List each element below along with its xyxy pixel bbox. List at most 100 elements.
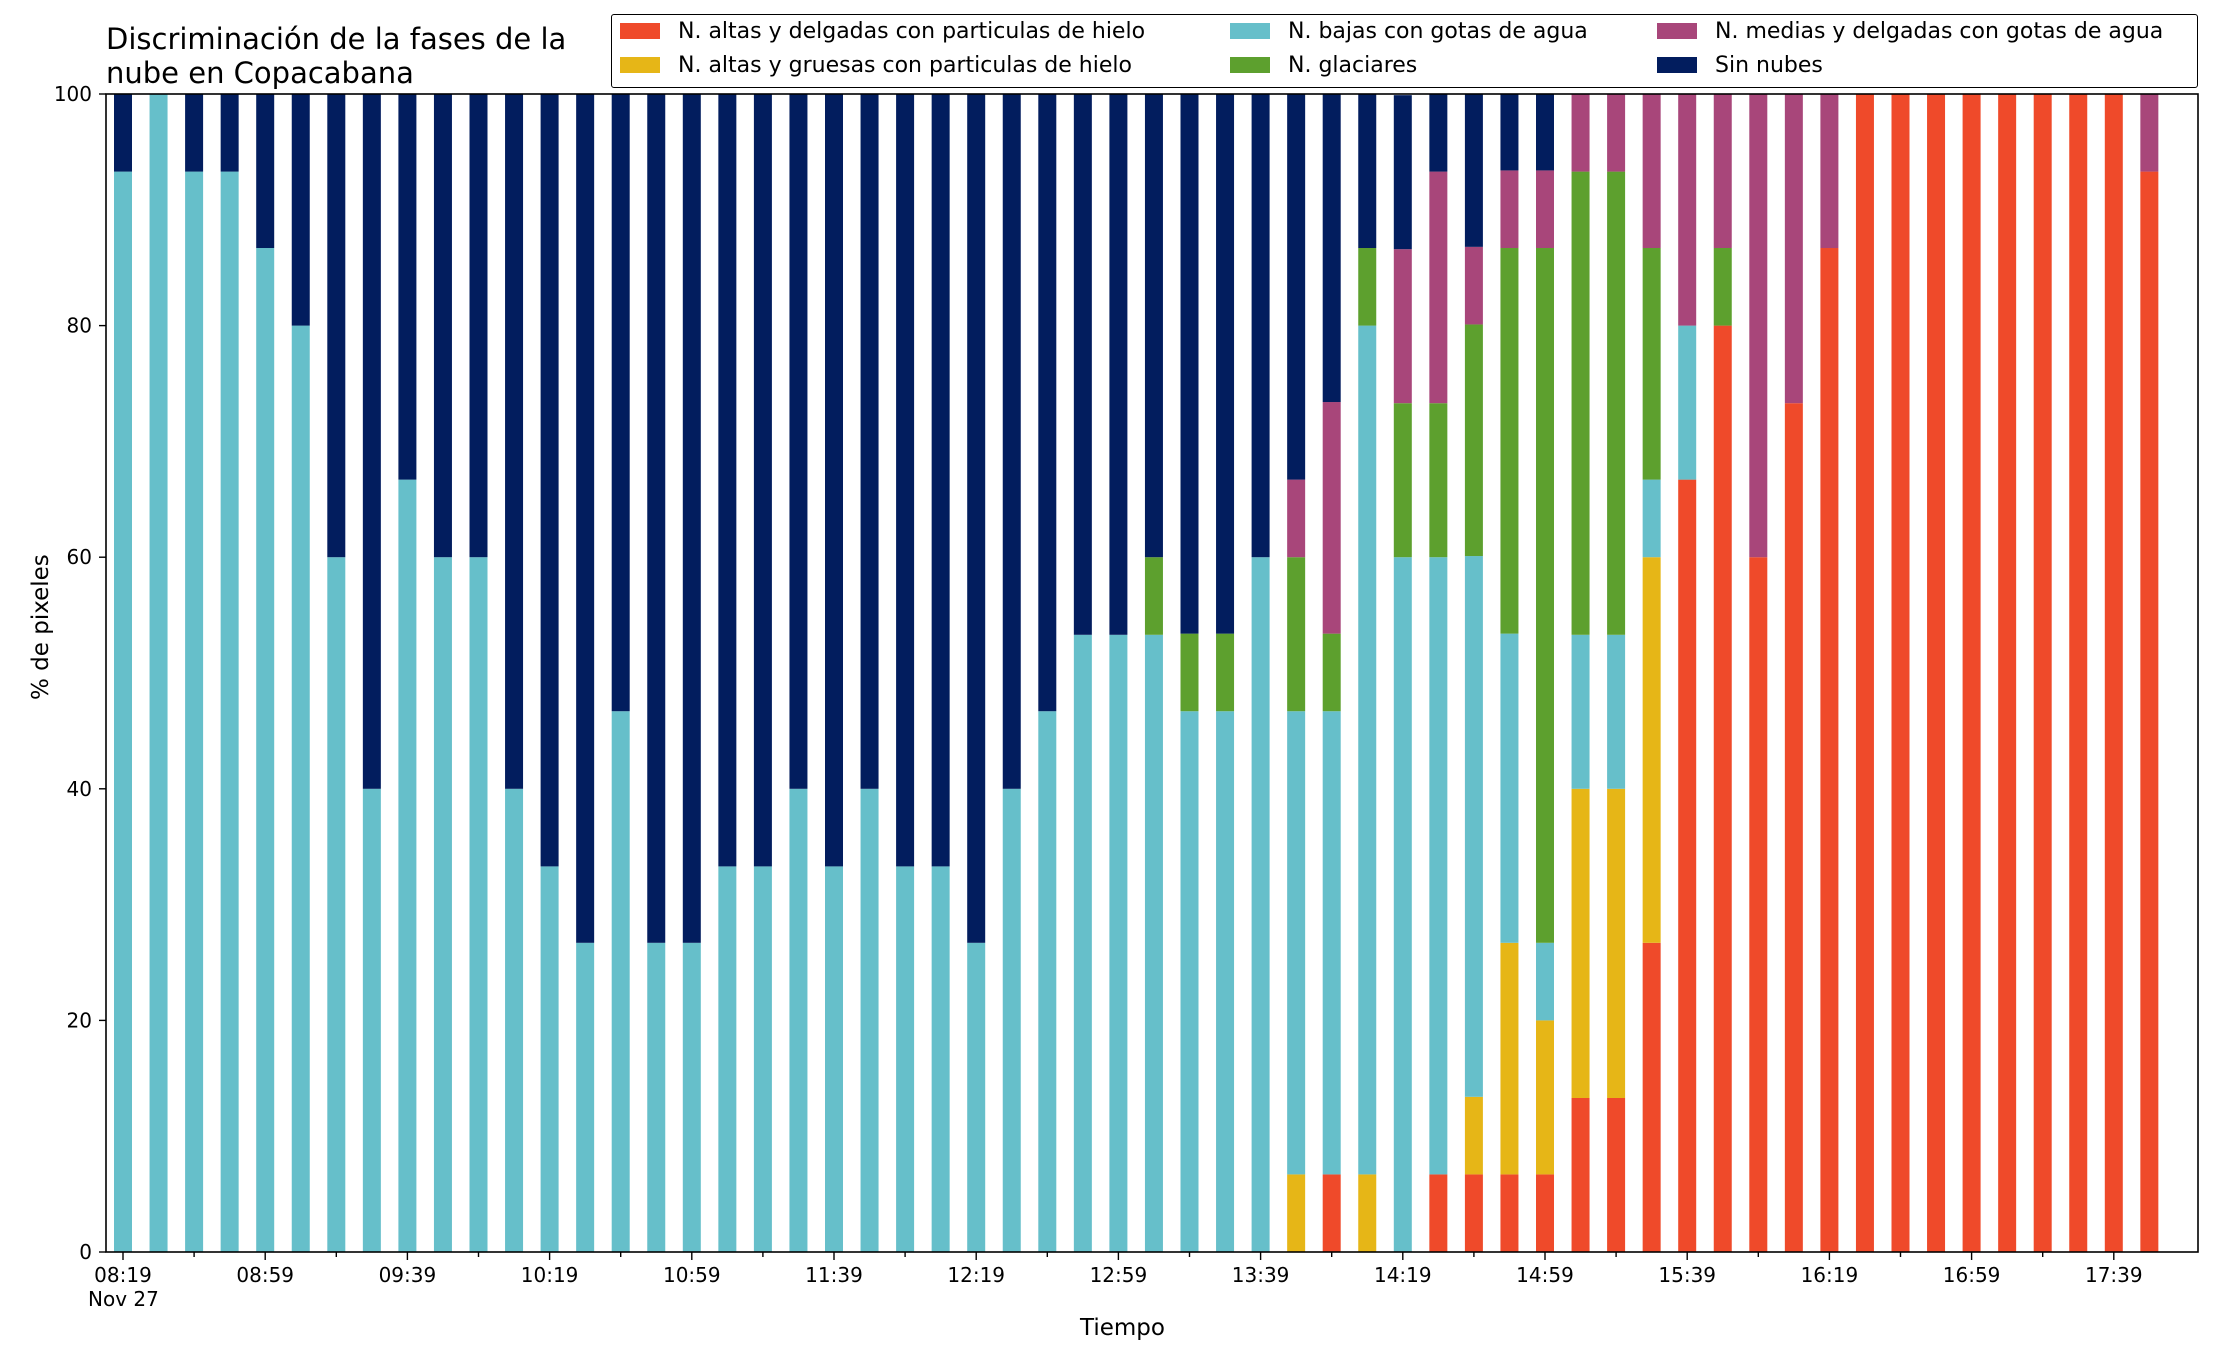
legend-label: N. glaciares [1288, 53, 1418, 78]
bar-segment [1038, 94, 1057, 712]
bar-segment [860, 788, 879, 1252]
bar-segment [149, 94, 168, 1252]
x-tick-label: 08:59 [236, 1263, 294, 1287]
bar-segment [1607, 788, 1626, 1098]
bar-segment [1002, 788, 1021, 1252]
y-tick-label: 100 [54, 82, 92, 106]
bar-segment [1500, 942, 1519, 1175]
legend-label: N. altas y gruesas con particulas de hie… [678, 53, 1132, 78]
bar-segment [1393, 557, 1412, 1252]
bar-segment [1536, 1174, 1554, 1252]
bar-segment [291, 325, 310, 1253]
bar-segment [327, 557, 346, 1252]
bar-segment [1180, 633, 1199, 712]
x-tick-label: 15:39 [1658, 1263, 1716, 1287]
bar-segment [1251, 94, 1270, 558]
bar-segment [1536, 94, 1554, 171]
bar-segment [1678, 479, 1697, 1252]
bar-segment [1607, 1097, 1626, 1252]
legend-swatch [1230, 57, 1270, 73]
bar-segment [1180, 711, 1199, 1252]
bar-segment [1500, 633, 1519, 943]
legend-swatch [1230, 23, 1270, 39]
y-tick-label: 80 [67, 314, 92, 338]
bar-segment [1038, 711, 1057, 1252]
bar-segment [1642, 94, 1661, 249]
bar-segment [1109, 634, 1128, 1252]
bar-segment [1144, 94, 1163, 558]
bar-segment [682, 942, 701, 1252]
bar-segment [1073, 94, 1092, 635]
bar-segment [1536, 170, 1554, 249]
bar-segment [362, 94, 381, 789]
x-axis-label: Tiempo [1080, 1315, 1165, 1341]
bar-segment [1322, 711, 1341, 1175]
bar-segment [611, 94, 630, 712]
bar-segment [1429, 171, 1448, 404]
legend-label: N. altas y delgadas con particulas de hi… [678, 19, 1146, 44]
bar-segment [220, 171, 239, 1253]
bar-segment [1393, 249, 1412, 404]
bar-segment [1571, 634, 1590, 789]
legend-label: N. medias y delgadas con gotas de agua [1715, 19, 2164, 44]
bar-segment [825, 866, 843, 1252]
bar-segment [1713, 248, 1732, 326]
bar-segment [860, 94, 879, 789]
legend-item: N. medias y delgadas con gotas de agua [1657, 19, 2163, 45]
bar-segment [1464, 94, 1483, 247]
bar-segment [1571, 1097, 1590, 1252]
bar-segment [114, 94, 132, 172]
bar-segment [2104, 94, 2123, 1252]
bar-segment [1927, 94, 1946, 1252]
bar-segment [2069, 94, 2088, 1252]
x-tick-label: 12:19 [947, 1263, 1005, 1287]
bar-segment [1642, 479, 1661, 558]
bar-segment [1464, 1174, 1483, 1252]
y-tick-label: 40 [67, 777, 92, 801]
bar-segment [2140, 94, 2159, 172]
bar-segment [1287, 557, 1306, 712]
bar-segment [1109, 94, 1128, 635]
bar-segment [433, 94, 452, 558]
x-tick-label: 12:59 [1090, 1263, 1148, 1287]
x-tick-label: 10:19 [521, 1263, 579, 1287]
bar-segment [1251, 557, 1270, 1252]
bar-segment [256, 94, 275, 249]
bar-segment [1144, 557, 1163, 635]
bar-segment [1678, 325, 1697, 480]
bar-segment [1998, 94, 2017, 1252]
bar-segment [1358, 248, 1377, 326]
x-tick-label: 14:59 [1516, 1263, 1574, 1287]
bar-segment [1678, 94, 1697, 326]
legend-item: N. altas y delgadas con particulas de hi… [620, 19, 1145, 45]
bar-segment [1536, 1020, 1554, 1175]
bar-segment [931, 94, 950, 867]
bar-segment [2140, 171, 2159, 1253]
bar-segment [1464, 1096, 1483, 1175]
legend-label: N. bajas con gotas de agua [1288, 19, 1588, 44]
bar-segment [1393, 403, 1412, 558]
bar-segment [789, 788, 808, 1252]
bar-segment [540, 94, 559, 867]
bar-segment [1216, 633, 1235, 712]
bar-segment [1820, 248, 1839, 1252]
x-tick-label: 13:39 [1232, 1263, 1290, 1287]
bar-segment [1962, 94, 1981, 1252]
bar-segment [931, 866, 950, 1252]
bar-segment [1464, 556, 1483, 1097]
y-tick-label: 20 [67, 1008, 92, 1032]
legend-swatch [620, 23, 660, 39]
bar-segment [1749, 94, 1768, 558]
bar-segment [647, 94, 666, 943]
bar-segment [1784, 403, 1803, 1252]
chart-title: Discriminación de la fases de la nube en… [106, 22, 567, 90]
bar-segment [469, 557, 488, 1252]
legend-item: N. altas y gruesas con particulas de hie… [620, 53, 1132, 79]
bar-segment [789, 94, 808, 789]
bar-segment [1429, 557, 1448, 1175]
bar-segment [1358, 325, 1377, 1175]
bar-segment [433, 557, 452, 1252]
bar-segment [1073, 634, 1092, 1252]
bar-segment [1607, 634, 1626, 789]
